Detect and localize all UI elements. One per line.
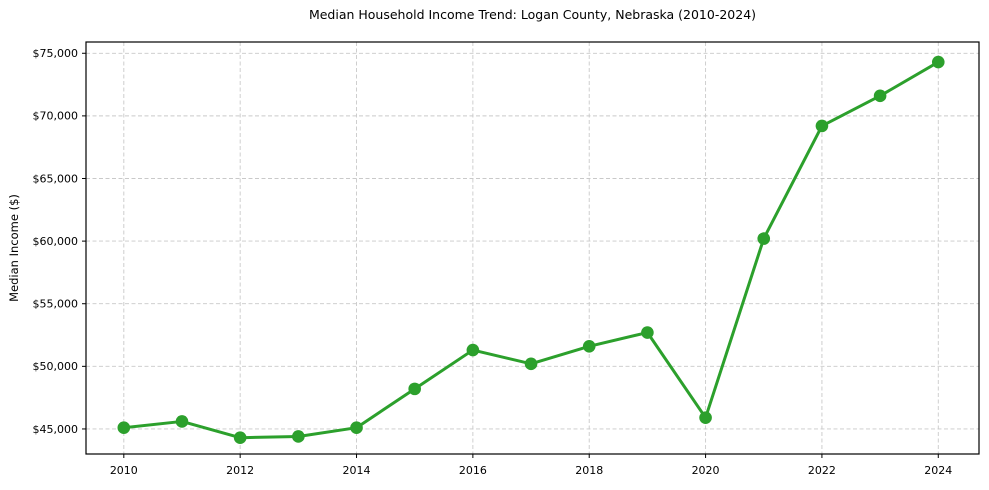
y-tick-label: $60,000 [33, 235, 79, 248]
data-point-2013 [292, 430, 305, 443]
data-point-2016 [466, 343, 480, 357]
axes-spines [85, 41, 980, 455]
axis-ticks: $45,000 $50,000 $55,000 $60,000 $65,000 $70,0… [33, 47, 953, 477]
y-axis-title: Median Income ($) [7, 194, 21, 302]
data-point-2023 [873, 89, 887, 103]
x-tick-label: 2010 [110, 464, 138, 477]
grid-lines [86, 42, 979, 454]
x-tick-label: 2022 [808, 464, 836, 477]
data-point-2020 [699, 411, 712, 424]
data-point-2024 [931, 55, 945, 69]
data-point-2012 [233, 431, 247, 445]
chart-title: Median Household Income Trend: Logan Cou… [308, 7, 757, 22]
data-point-2011 [175, 415, 189, 428]
x-tick-label: 2018 [575, 464, 603, 477]
data-point-2021 [757, 232, 771, 245]
y-tick-label: $65,000 [33, 172, 79, 185]
y-tick-label: $75,000 [33, 47, 79, 60]
y-tick-label: $45,000 [33, 423, 79, 436]
data-point-2017 [524, 357, 538, 371]
data-point-2022 [815, 119, 829, 133]
y-tick-label: $50,000 [33, 360, 79, 373]
x-tick-label: 2014 [343, 464, 371, 477]
data-point-2018 [582, 340, 596, 353]
data-point-2015 [408, 382, 421, 396]
trend-line [122, 60, 940, 440]
x-tick-label: 2020 [692, 464, 720, 477]
data-point-2014 [350, 421, 363, 435]
x-tick-label: 2012 [226, 464, 254, 477]
x-tick-label: 2024 [924, 464, 952, 477]
data-point-2010 [117, 421, 131, 435]
data-point-2019 [641, 326, 654, 339]
y-tick-label: $70,000 [33, 110, 79, 123]
x-tick-label: 2016 [459, 464, 487, 477]
y-tick-label: $55,000 [33, 298, 79, 311]
